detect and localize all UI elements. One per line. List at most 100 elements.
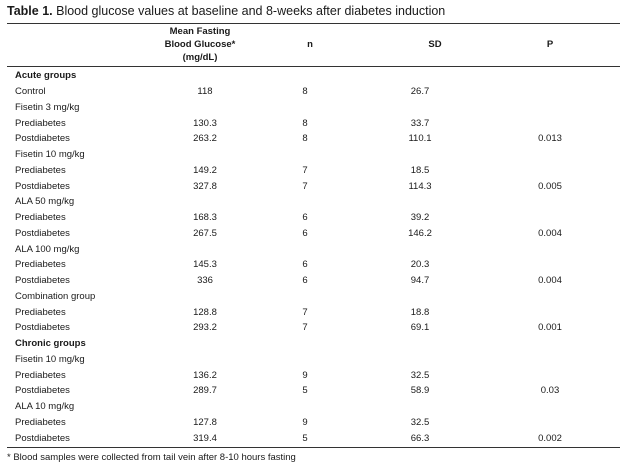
n-cell: 8	[302, 117, 308, 129]
row-label: Prediabetes	[15, 306, 66, 318]
row-label: Postdiabetes	[15, 322, 70, 334]
header-mean-line1: Mean Fasting	[169, 26, 231, 37]
n-cell: 9	[302, 369, 308, 381]
row-label: Fisetin 10 mg/kg	[15, 149, 85, 161]
sd-cell: 69.1	[410, 322, 430, 334]
table-row: Postdiabetes 336 6 94.7 0.004	[7, 273, 595, 289]
table-row: Prediabetes 168.3 6 39.2	[7, 210, 595, 226]
p-cell: 0.013	[538, 133, 562, 145]
n-cell: 5	[302, 385, 308, 397]
bottom-rule	[7, 447, 620, 448]
p-cell	[505, 336, 595, 352]
mean-cell	[135, 194, 275, 210]
sd-cell: 20.3	[410, 259, 430, 271]
p-cell: 0.004	[538, 227, 562, 239]
mean-cell: 267.5	[193, 227, 217, 239]
header-p: P	[546, 39, 554, 50]
mean-cell: 127.8	[193, 416, 217, 428]
p-cell	[505, 147, 595, 163]
row-label: Prediabetes	[15, 369, 66, 381]
p-cell	[505, 163, 595, 179]
n-cell	[275, 241, 335, 257]
row-label: Prediabetes	[15, 259, 66, 271]
mean-cell	[135, 241, 275, 257]
table-row: Postdiabetes 263.2 8 110.1 0.013	[7, 131, 595, 147]
row-label: Control	[15, 86, 46, 98]
row-label: Postdiabetes	[15, 275, 70, 287]
n-cell	[275, 399, 335, 415]
header-rule	[7, 66, 620, 67]
p-cell	[505, 399, 595, 415]
table-row: ALA 50 mg/kg	[7, 194, 595, 210]
table-row: Prediabetes 128.8 7 18.8	[7, 304, 595, 320]
n-cell: 6	[302, 275, 308, 287]
p-cell	[505, 84, 595, 100]
row-label: ALA 50 mg/kg	[15, 196, 75, 208]
row-label: Prediabetes	[15, 416, 66, 428]
header-sd: SD	[428, 39, 442, 50]
n-cell: 7	[302, 306, 308, 318]
glucose-table: Acute groups Control 118 8 26.7 Fisetin 3 mg/…	[7, 68, 595, 446]
row-label: Fisetin 3 mg/kg	[15, 101, 80, 113]
p-cell: 0.002	[538, 432, 562, 444]
p-cell: 0.03	[540, 385, 560, 397]
p-cell	[505, 415, 595, 431]
sd-cell	[335, 68, 505, 84]
sd-cell: 94.7	[410, 275, 430, 287]
table-caption-label: Table 1.	[7, 4, 53, 18]
sd-cell	[335, 241, 505, 257]
row-label: Postdiabetes	[15, 133, 70, 145]
table-row: Prediabetes 130.3 8 33.7	[7, 115, 595, 131]
table-row: Prediabetes 145.3 6 20.3	[7, 257, 595, 273]
sd-cell	[335, 399, 505, 415]
sd-cell: 33.7	[410, 117, 430, 129]
top-rule	[7, 23, 620, 24]
n-cell: 6	[302, 212, 308, 224]
mean-cell: 149.2	[193, 164, 217, 176]
group-heading-row: Chronic groups	[7, 336, 595, 352]
table-row: Postdiabetes 319.4 5 66.3 0.002	[7, 430, 595, 446]
mean-cell: 289.7	[193, 385, 217, 397]
sd-cell: 18.5	[410, 164, 430, 176]
sd-cell: 32.5	[410, 369, 430, 381]
row-label: Chronic groups	[15, 338, 86, 350]
table-row: Control 118 8 26.7	[7, 84, 595, 100]
p-cell	[505, 257, 595, 273]
table-caption: Table 1. Blood glucose values at baselin…	[7, 4, 445, 18]
group-heading-row: Acute groups	[7, 68, 595, 84]
sd-cell: 32.5	[410, 416, 430, 428]
table-row: Prediabetes 136.2 9 32.5	[7, 367, 595, 383]
sd-cell: 110.1	[408, 133, 432, 145]
sd-cell	[335, 194, 505, 210]
mean-cell: 130.3	[193, 117, 217, 129]
mean-cell: 118	[197, 86, 213, 98]
n-cell	[275, 336, 335, 352]
table-row: Prediabetes 149.2 7 18.5	[7, 163, 595, 179]
sd-cell: 18.8	[410, 306, 430, 318]
p-cell	[505, 115, 595, 131]
row-label: Postdiabetes	[15, 432, 70, 444]
n-cell	[275, 194, 335, 210]
table-row: Postdiabetes 293.2 7 69.1 0.001	[7, 320, 595, 336]
row-label: Postdiabetes	[15, 385, 70, 397]
table-row: Fisetin 3 mg/kg	[7, 100, 595, 116]
row-label: Postdiabetes	[15, 180, 70, 192]
n-cell: 8	[302, 133, 308, 145]
sd-cell: 26.7	[410, 86, 430, 98]
row-label: ALA 10 mg/kg	[15, 401, 75, 413]
mean-cell: 336	[197, 275, 213, 287]
sd-cell	[335, 352, 505, 368]
sd-cell: 146.2	[408, 227, 432, 239]
mean-cell	[135, 399, 275, 415]
header-mean-fasting-blood-glucose: Mean Fasting Blood Glucose* (mg/dL)	[130, 25, 270, 64]
n-cell: 7	[302, 322, 308, 334]
n-cell: 8	[302, 86, 308, 98]
n-cell	[275, 352, 335, 368]
sd-cell	[335, 336, 505, 352]
n-cell	[275, 100, 335, 116]
mean-cell	[135, 289, 275, 305]
p-cell: 0.001	[538, 322, 562, 334]
mean-cell	[135, 336, 275, 352]
sd-cell: 114.3	[408, 180, 432, 192]
table-row: Fisetin 10 mg/kg	[7, 352, 595, 368]
